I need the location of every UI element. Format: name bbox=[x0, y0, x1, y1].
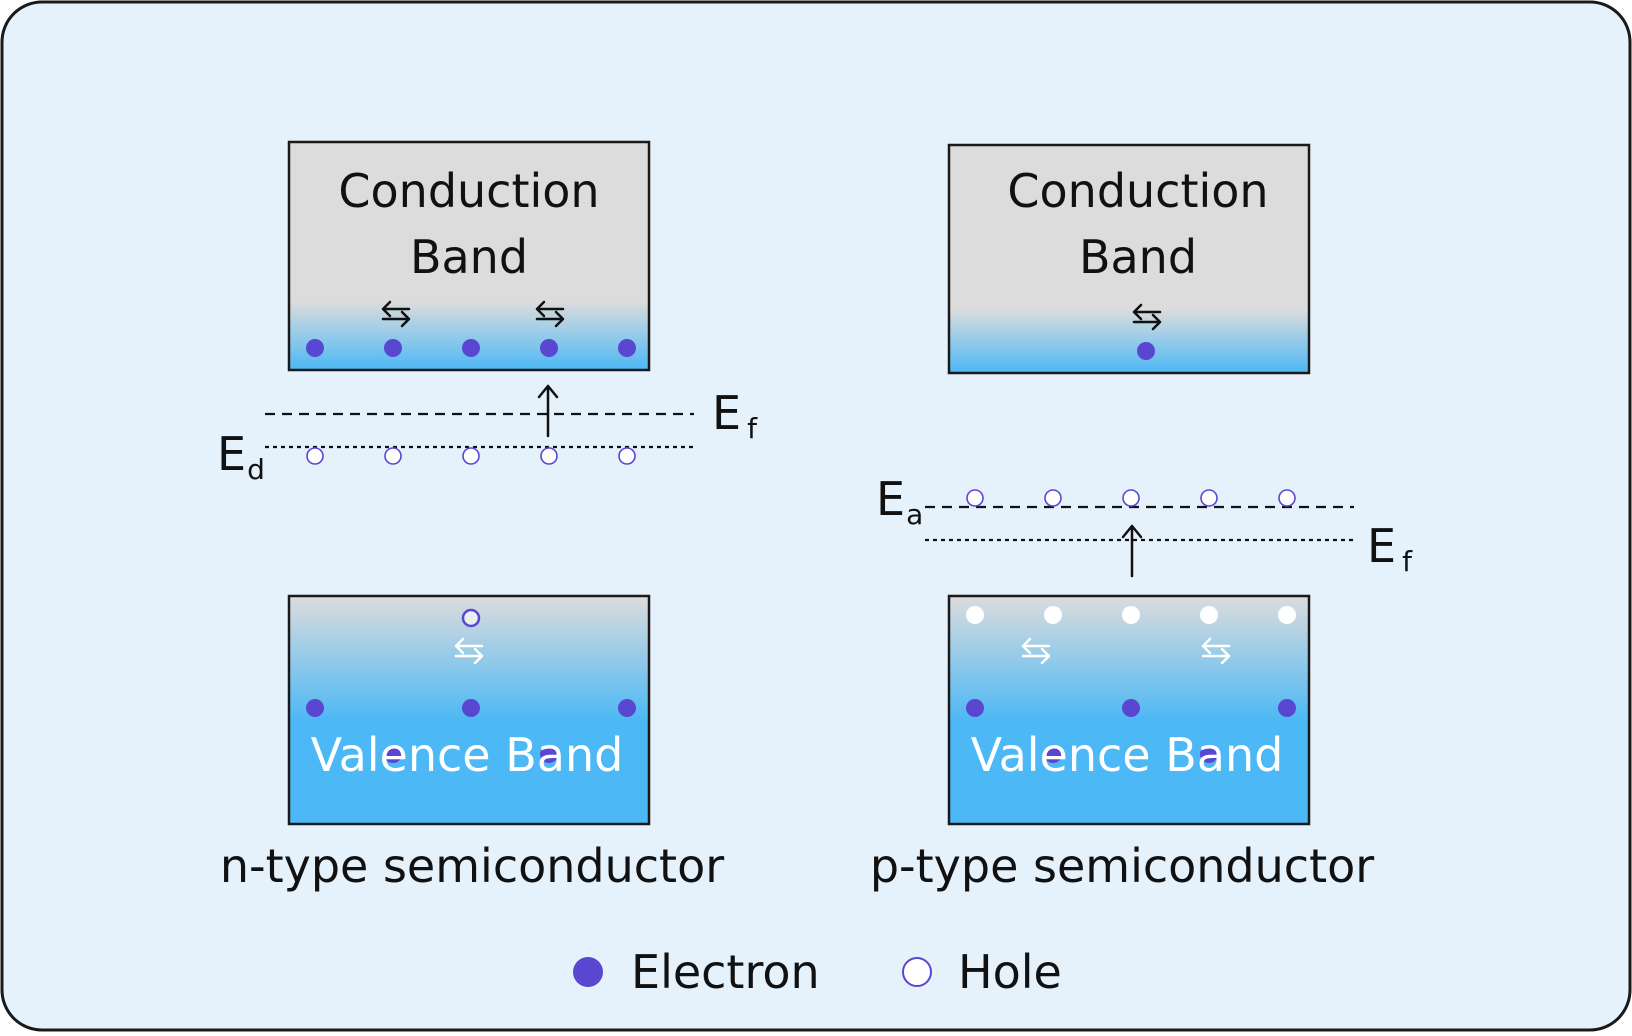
p-hole-movement-arrow-icon bbox=[1201, 637, 1231, 665]
electron-icon bbox=[618, 699, 636, 717]
legend-hole-icon bbox=[902, 957, 932, 987]
legend: Electron Hole bbox=[573, 945, 1062, 999]
electron-icon bbox=[540, 745, 558, 763]
electron-icon bbox=[384, 339, 402, 357]
hole-icon bbox=[966, 489, 984, 507]
hole-icon bbox=[618, 447, 636, 465]
electron-icon bbox=[618, 339, 636, 357]
p-conduction-band-label-line1: Conduction bbox=[1007, 164, 1268, 218]
n-electron-movement-arrow-icon bbox=[535, 300, 565, 328]
electron-icon bbox=[384, 745, 402, 763]
n-conduction-band-label-line1: Conduction bbox=[338, 164, 599, 218]
n-conduction-band-label-line2: Band bbox=[410, 230, 528, 284]
electron-icon bbox=[462, 699, 480, 717]
hole-icon bbox=[462, 447, 480, 465]
hole-icon bbox=[306, 447, 324, 465]
p-conduction-band bbox=[947, 143, 1311, 375]
electron-icon bbox=[1137, 342, 1155, 360]
p-conduction-band-label-line2: Band bbox=[1079, 230, 1197, 284]
p-valence-band-label: Valence Band bbox=[971, 728, 1284, 782]
n-excitation-arrow-icon bbox=[537, 384, 559, 438]
hole-icon bbox=[966, 606, 984, 624]
n-donor-level-label: Ed bbox=[217, 427, 265, 486]
electron-icon bbox=[1200, 745, 1218, 763]
hole-icon bbox=[1122, 489, 1140, 507]
electron-icon bbox=[1122, 699, 1140, 717]
hole-icon bbox=[1044, 606, 1062, 624]
electron-icon bbox=[306, 339, 324, 357]
hole-icon bbox=[384, 447, 402, 465]
electron-icon bbox=[462, 339, 480, 357]
hole-icon bbox=[461, 608, 481, 628]
electron-icon bbox=[966, 699, 984, 717]
p-acceptor-level-label: Ea bbox=[876, 472, 923, 531]
p-type-caption: p-type semiconductor bbox=[870, 839, 1374, 893]
n-valence-band-label: Valence Band bbox=[311, 728, 624, 782]
n-electron-movement-arrow-icon bbox=[381, 300, 411, 328]
hole-icon bbox=[1122, 606, 1140, 624]
n-hole-movement-arrow-icon bbox=[454, 637, 484, 665]
p-electron-movement-arrow-icon bbox=[1132, 303, 1162, 331]
electron-icon bbox=[1044, 745, 1062, 763]
legend-electron-label: Electron bbox=[631, 945, 820, 999]
legend-hole-label: Hole bbox=[958, 945, 1062, 999]
electron-icon bbox=[1278, 699, 1296, 717]
hole-icon bbox=[1200, 606, 1218, 624]
hole-icon bbox=[1044, 489, 1062, 507]
p-hole-movement-arrow-icon bbox=[1021, 637, 1051, 665]
electron-icon bbox=[540, 339, 558, 357]
p-excitation-arrow-icon bbox=[1121, 524, 1143, 578]
legend-electron-icon bbox=[573, 957, 603, 987]
hole-icon bbox=[540, 447, 558, 465]
n-conduction-band bbox=[287, 140, 651, 372]
electron-icon bbox=[306, 699, 324, 717]
hole-icon bbox=[1200, 489, 1218, 507]
n-type-caption: n-type semiconductor bbox=[220, 839, 724, 893]
hole-icon bbox=[1278, 606, 1296, 624]
hole-icon bbox=[1278, 489, 1296, 507]
